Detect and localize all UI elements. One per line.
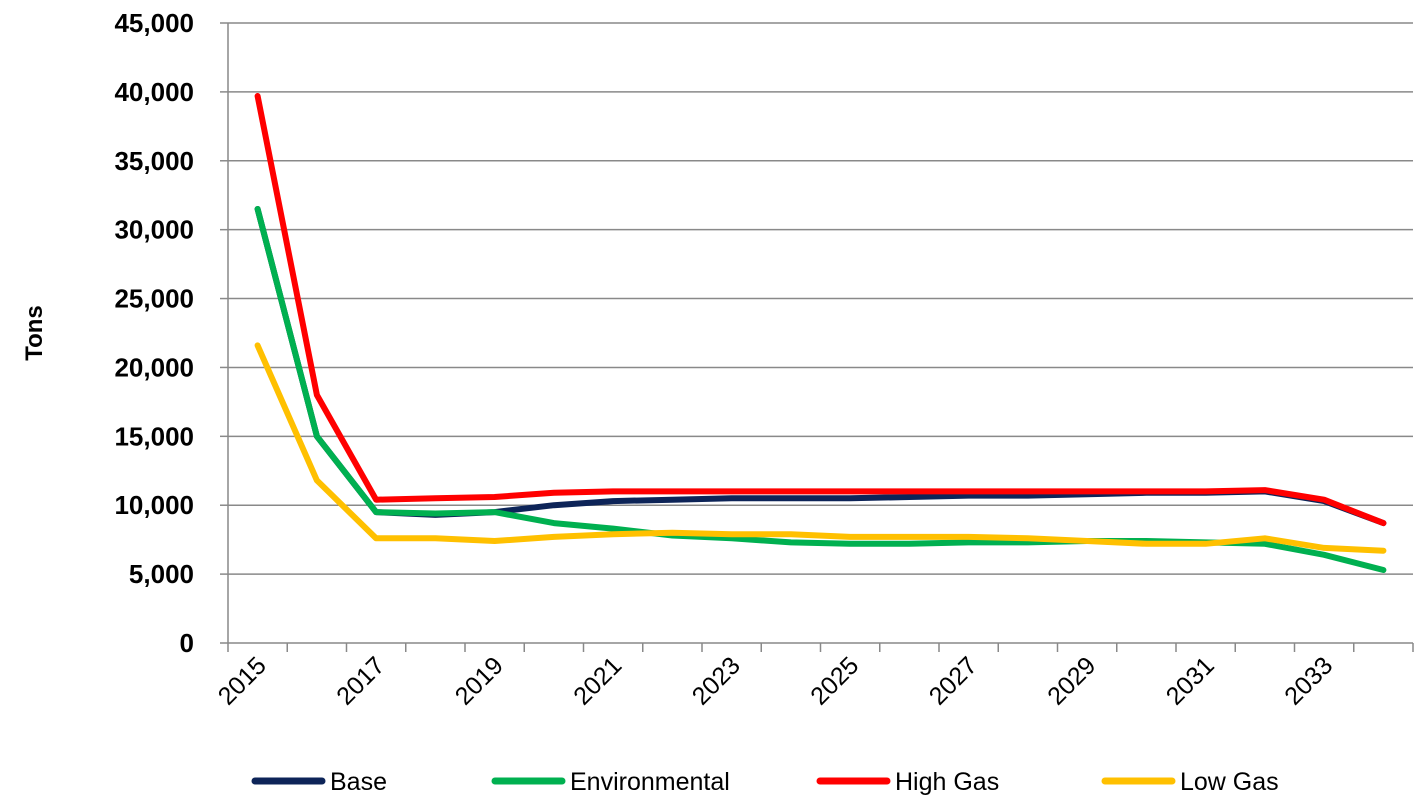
axes [220,22,1414,652]
y-tick-label: 20,000 [114,352,194,382]
x-tick-label: 2027 [924,651,983,710]
y-tick-label: 0 [180,628,194,658]
x-tick-labels: 2015 2017 2019 2021 2023 2025 2027 2029 2031 2033 [213,651,1339,710]
y-tick-label: 30,000 [114,215,194,245]
x-tick-label: 2017 [331,651,390,710]
x-tick-label: 2025 [805,651,864,710]
y-tick-label: 10,000 [114,490,194,520]
x-tick-label: 2021 [568,651,627,710]
x-tick-label: 2023 [687,651,746,710]
series-lines [254,93,1387,573]
y-tick-label: 15,000 [114,421,194,451]
x-tick-label: 2019 [450,651,509,710]
gridlines [228,22,1413,575]
y-tick-label: 25,000 [114,284,194,314]
y-axis-label: Tons [21,305,48,361]
legend: Base Environmental High Gas Low Gas [251,768,1279,796]
x-tick-label: 2029 [1042,651,1101,710]
legend-label-base: Base [330,768,387,796]
y-tick-labels: 0 5,000 10,000 15,000 20,000 25,000 30,000 35,0… [114,8,194,658]
x-tick-label: 2033 [1279,651,1338,710]
y-tick-label: 40,000 [114,77,194,107]
series-line-high-gas [254,93,1387,527]
series-line-environmental [254,206,1387,573]
series-line-base [254,206,1387,527]
legend-label-high-gas: High Gas [895,768,999,796]
y-tick-label: 5,000 [129,559,194,589]
y-tick-label: 45,000 [114,8,194,38]
y-tick-label: 35,000 [114,146,194,176]
series-line-low-gas [254,342,1387,554]
legend-label-environmental: Environmental [570,768,730,796]
x-tick-label: 2015 [213,651,272,710]
legend-label-low-gas: Low Gas [1180,768,1279,796]
x-tick-label: 2031 [1161,651,1220,710]
